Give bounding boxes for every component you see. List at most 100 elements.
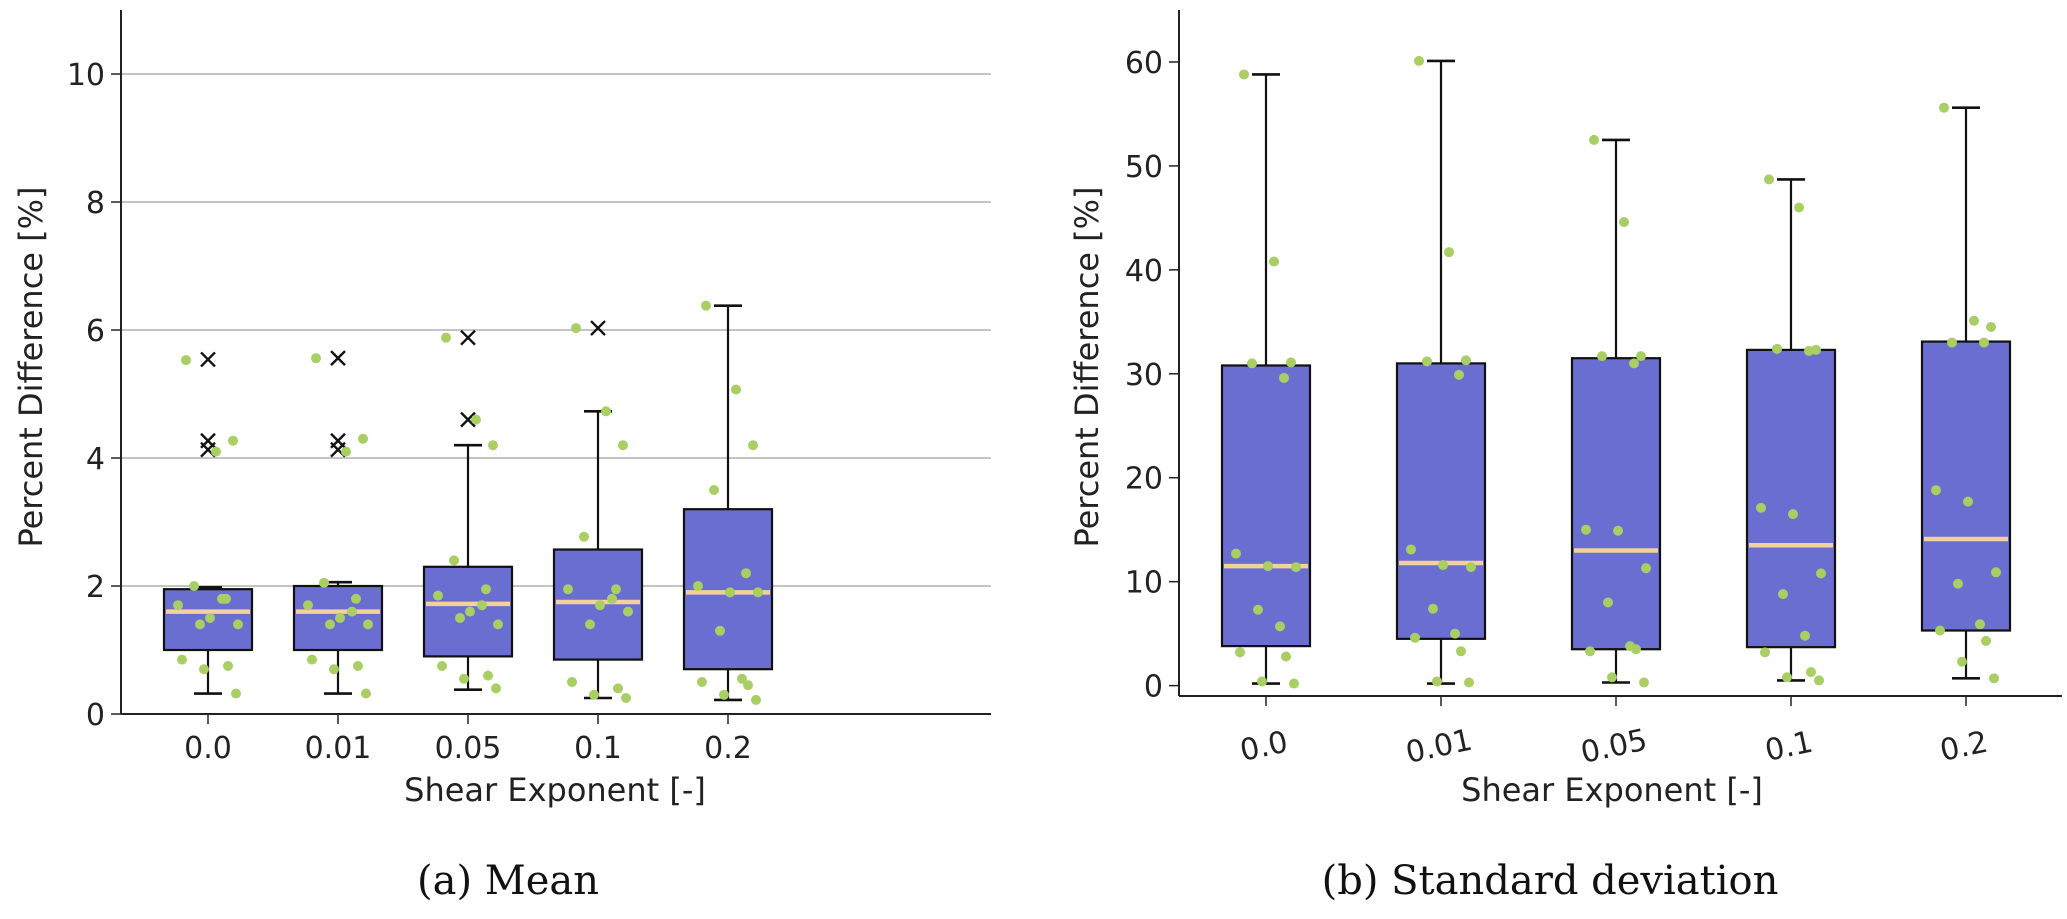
data-point [737,673,747,684]
data-point [488,440,498,451]
data-point [1597,351,1607,362]
y-tick-label: 2 [86,570,105,605]
data-point [1636,351,1646,362]
data-point [743,680,753,691]
data-point [1979,337,1989,348]
data-point [1269,256,1279,267]
data-point [358,433,368,444]
data-point [1253,604,1263,615]
data-point [613,683,623,694]
data-point [709,485,719,495]
data-point [701,300,711,311]
outlier-marker [460,411,476,428]
data-point [1603,597,1613,608]
data-point [361,688,371,699]
data-point [741,568,751,579]
data-point [1461,355,1471,366]
data-points [173,300,763,705]
box-iqr [1570,357,1662,651]
outlier-stroke [460,411,476,428]
data-point [1756,502,1766,513]
data-point [621,693,631,703]
data-point [195,619,205,630]
data-point [1816,568,1826,579]
box-group [162,304,774,702]
y-tick-label: 30 [1125,358,1163,393]
outlier-stroke [200,351,216,368]
data-point [1428,603,1438,614]
data-point [483,670,493,681]
data-point [1991,567,2001,578]
data-point [1607,672,1617,683]
data-point [751,694,761,705]
outlier-marker [200,351,216,368]
data-point [205,613,215,623]
data-point [1263,561,1273,572]
data-point [563,584,573,595]
data-point [1931,485,1941,496]
data-point [1275,621,1285,632]
data-point [1639,677,1649,688]
data-point [1772,343,1782,354]
data-point [1935,625,1945,636]
data-point [1466,562,1476,573]
data-point [363,619,373,630]
data-point [1438,560,1448,571]
data-point [491,683,501,694]
data-point [1764,174,1774,185]
data-point [1619,217,1629,228]
data-point [1804,345,1814,356]
data-point [173,600,183,611]
data-point [351,593,361,604]
data-point [607,593,617,604]
data-point [585,619,595,630]
data-point [725,587,735,598]
x-tick-label: 0.05 [435,731,502,766]
boxplot-0.2 [1920,106,2012,680]
x-axis-label: Shear Exponent [-] [404,771,706,809]
y-axis-label: Percent Difference [%] [1068,186,1106,547]
data-point [1291,562,1301,573]
boxplot-0.05 [422,329,514,691]
boxplot-0.1 [1745,178,1837,682]
panel-standard-deviation: 0 10 20 30 40 50 60 0.0 0.01 0.05 0.1 0.2 Shear Exp… [1068,10,2062,904]
data-point [1585,646,1595,657]
outlier-marker [330,432,346,449]
data-point [1589,134,1599,145]
data-point [1286,357,1296,368]
data-point [1281,651,1291,662]
data-point [455,613,465,623]
data-point [623,606,633,617]
y-tick-label: 8 [86,186,105,221]
data-point [579,531,589,542]
data-point [1239,69,1249,80]
data-point [693,581,703,591]
data-point [1432,676,1442,687]
y-tick-label: 10 [1125,566,1163,601]
outlier-marker [330,350,346,367]
data-point [1947,337,1957,348]
data-point [589,689,599,700]
data-point [307,654,317,665]
boxplot-0.2 [682,304,774,702]
data-point [1800,630,1810,641]
y-tick-label: 4 [86,442,105,477]
data-point [601,406,611,417]
data-point [1613,525,1623,536]
data-point [471,414,481,425]
data-point [233,619,243,630]
box-iqr [1220,364,1312,648]
data-point [1406,544,1416,555]
data-point [1969,315,1979,326]
data-point [1963,496,1973,507]
data-point [319,577,329,588]
data-point [1231,548,1241,559]
data-point [1975,619,1985,630]
data-point [1814,675,1824,686]
data-point [1778,589,1788,600]
data-point [1641,563,1651,574]
y-axis-label: Percent Difference [%] [12,186,50,547]
data-point [1410,632,1420,643]
y-tick-label: 0 [86,698,105,733]
data-point [437,661,447,671]
